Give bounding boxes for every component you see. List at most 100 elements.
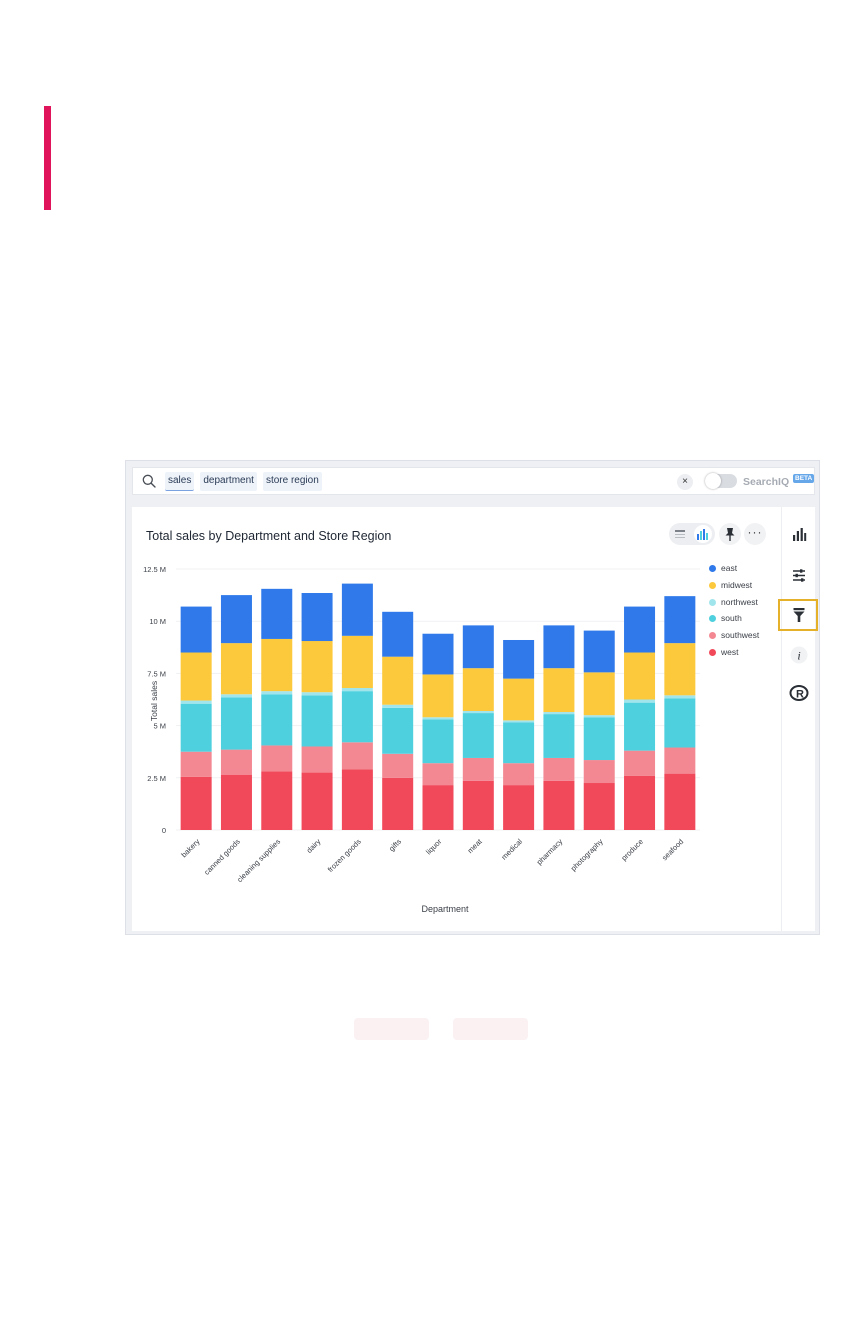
bar-segment-northwest[interactable] [422, 717, 454, 720]
clear-search-button[interactable]: × [677, 474, 693, 490]
bar-segment-east[interactable] [583, 630, 615, 673]
bar-segment-south[interactable] [220, 697, 252, 750]
bar-segment-south[interactable] [301, 695, 333, 747]
bar-segment-east[interactable] [261, 588, 293, 639]
bar-segment-midwest[interactable] [462, 668, 494, 711]
bar-segment-west[interactable] [301, 772, 333, 830]
x-tick-label: liquor [424, 837, 444, 857]
bar-segment-northwest[interactable] [503, 720, 535, 723]
filter-icon[interactable] [789, 605, 809, 625]
bar-segment-west[interactable] [341, 769, 373, 830]
x-tick-label: bakery [179, 837, 201, 859]
bar-segment-west[interactable] [624, 775, 656, 830]
bar-segment-midwest[interactable] [220, 643, 252, 695]
bar-segment-south[interactable] [624, 702, 656, 751]
bar-segment-west[interactable] [462, 780, 494, 830]
bar-segment-east[interactable] [664, 596, 696, 644]
bar-segment-southwest[interactable] [664, 747, 696, 774]
search-token-sales[interactable]: sales [165, 472, 195, 491]
bar-segment-midwest[interactable] [583, 672, 615, 716]
bar-segment-east[interactable] [341, 583, 373, 636]
bar-segment-south[interactable] [664, 698, 696, 748]
bar-segment-east[interactable] [624, 606, 656, 653]
bar-segment-south[interactable] [261, 694, 293, 746]
bar-segment-southwest[interactable] [503, 763, 535, 786]
bar-segment-south[interactable] [543, 714, 575, 758]
info-icon[interactable]: i [789, 645, 809, 665]
more-options-button[interactable]: ··· [744, 523, 766, 545]
bar-segment-northwest[interactable] [220, 694, 252, 698]
bar-segment-midwest[interactable] [503, 678, 535, 721]
bar-segment-midwest[interactable] [624, 652, 656, 700]
bar-segment-northwest[interactable] [261, 691, 293, 695]
bar-segment-midwest[interactable] [382, 656, 414, 705]
bar-segment-southwest[interactable] [382, 753, 414, 778]
bar-segment-east[interactable] [462, 625, 494, 669]
bar-segment-east[interactable] [382, 611, 414, 657]
bar-segment-west[interactable] [261, 771, 293, 830]
bar-segment-midwest[interactable] [422, 674, 454, 718]
bar-segment-midwest[interactable] [543, 668, 575, 713]
bar-segment-southwest[interactable] [543, 757, 575, 781]
bar-segment-southwest[interactable] [624, 750, 656, 776]
bar-segment-south[interactable] [382, 707, 414, 754]
bar-segment-east[interactable] [301, 593, 333, 642]
bar-segment-east[interactable] [503, 639, 535, 679]
search-token-department[interactable]: department [200, 472, 257, 491]
bar-segment-east[interactable] [422, 633, 454, 675]
bar-segment-south[interactable] [341, 691, 373, 743]
bar-segment-south[interactable] [583, 717, 615, 761]
legend-dot [709, 649, 716, 656]
bar-segment-west[interactable] [382, 777, 414, 830]
bar-segment-west[interactable] [664, 773, 696, 830]
bar-segment-northwest[interactable] [462, 710, 494, 714]
bar-segment-west[interactable] [220, 774, 252, 830]
bar-segment-northwest[interactable] [301, 692, 333, 696]
bar-segment-west[interactable] [503, 785, 535, 830]
bar-segment-northwest[interactable] [180, 700, 212, 704]
x-tick-label: produce [619, 837, 645, 863]
search-bar[interactable]: sales department store region × SearchIQ… [132, 467, 815, 495]
pin-icon[interactable] [719, 523, 741, 545]
y-tick-label: 7.5 M [147, 669, 166, 678]
bar-segment-southwest[interactable] [301, 746, 333, 773]
bar-segment-northwest[interactable] [583, 715, 615, 718]
view-toggle[interactable] [669, 523, 715, 545]
bar-segment-midwest[interactable] [180, 652, 212, 701]
bar-segment-south[interactable] [180, 703, 212, 752]
bar-segment-southwest[interactable] [180, 751, 212, 777]
bar-segment-east[interactable] [543, 625, 575, 669]
chart-view-icon[interactable] [694, 525, 712, 543]
bar-segment-northwest[interactable] [341, 688, 373, 692]
searchiq-toggle[interactable] [705, 473, 737, 489]
bar-segment-west[interactable] [422, 785, 454, 830]
bar-segment-northwest[interactable] [543, 712, 575, 715]
r-icon[interactable]: R [789, 683, 809, 703]
bar-segment-southwest[interactable] [583, 760, 615, 784]
bar-segment-east[interactable] [220, 595, 252, 644]
bar-segment-west[interactable] [583, 783, 615, 830]
chart-type-icon[interactable] [789, 525, 809, 545]
bar-segment-northwest[interactable] [624, 699, 656, 703]
x-tick-label: dairy [305, 837, 323, 855]
table-view-icon[interactable] [672, 526, 688, 542]
settings-sliders-icon[interactable] [789, 565, 809, 585]
bar-segment-southwest[interactable] [261, 745, 293, 772]
bar-segment-southwest[interactable] [422, 763, 454, 786]
bar-segment-midwest[interactable] [261, 638, 293, 692]
bar-segment-northwest[interactable] [664, 695, 696, 699]
bar-segment-southwest[interactable] [462, 757, 494, 781]
bar-segment-southwest[interactable] [341, 742, 373, 770]
bar-segment-northwest[interactable] [382, 704, 414, 708]
bar-segment-east[interactable] [180, 606, 212, 653]
bar-segment-midwest[interactable] [301, 641, 333, 693]
bar-segment-south[interactable] [462, 713, 494, 758]
bar-segment-southwest[interactable] [220, 749, 252, 775]
bar-segment-west[interactable] [543, 780, 575, 830]
bar-segment-midwest[interactable] [341, 635, 373, 689]
bar-segment-midwest[interactable] [664, 643, 696, 696]
bar-segment-west[interactable] [180, 776, 212, 830]
bar-segment-south[interactable] [422, 719, 454, 764]
search-token-store-region[interactable]: store region [262, 472, 322, 491]
bar-segment-south[interactable] [503, 722, 535, 764]
